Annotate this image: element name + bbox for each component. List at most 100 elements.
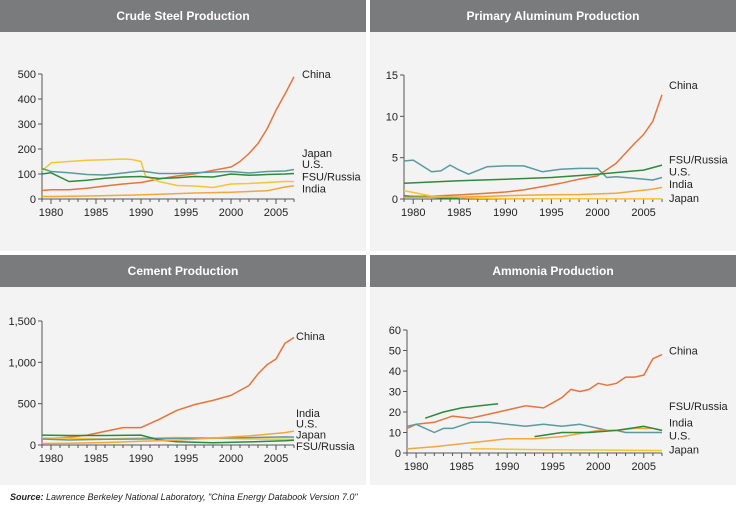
series-line-india	[406, 427, 663, 450]
chart-panel-cement: Cement Production 0 500 1,000 1,500 1980 1985…	[0, 255, 366, 485]
series-label-u-s: U.S.	[296, 419, 317, 431]
series-line-china	[406, 353, 663, 430]
y-tick-label: 0	[395, 448, 401, 460]
series-line-india	[41, 430, 295, 445]
series-line-fsu-russia	[424, 403, 499, 419]
y-tick-label: 20	[389, 407, 401, 419]
y-tick-label: 500	[18, 69, 36, 81]
x-tick-label: 2005	[632, 461, 656, 473]
series-label-india: India	[669, 179, 694, 191]
series-line-japan	[403, 189, 662, 200]
series-label-india: India	[302, 184, 327, 196]
x-tick-label: 1990	[493, 207, 517, 219]
y-tick-label: 10	[386, 111, 398, 123]
series-line-japan	[41, 436, 295, 441]
y-tick-label: 400	[18, 94, 36, 106]
x-tick-label: 2000	[219, 207, 243, 219]
series-label-fsu-russia: FSU/Russia	[302, 172, 362, 184]
y-tick-label: 5	[392, 153, 398, 165]
x-tick-label: 2000	[585, 207, 609, 219]
y-tick-label: 15	[386, 70, 398, 82]
y-tick-label: 0	[30, 440, 36, 452]
y-tick-label: 60	[389, 325, 401, 337]
series-line-fsu-russia	[41, 172, 295, 183]
series-line-india	[42, 185, 295, 198]
source-text: Lawrence Berkeley National Laboratory, "…	[46, 492, 358, 502]
series-label-japan: Japan	[669, 193, 699, 205]
series-label-china: China	[669, 346, 699, 358]
x-tick-label: 1990	[495, 461, 519, 473]
series-label-u-s: U.S.	[302, 159, 323, 171]
series-label-japan: Japan	[296, 430, 326, 442]
x-tick-label: 1995	[174, 207, 198, 219]
series-line-u-s	[406, 421, 662, 434]
x-tick-label: 2000	[219, 453, 243, 465]
y-tick-label: 30	[389, 387, 401, 399]
series-label-china: China	[669, 80, 699, 92]
series-line-u-s	[403, 159, 663, 181]
x-tick-label: 1985	[84, 207, 108, 219]
x-tick-label: 1985	[449, 461, 473, 473]
series-line-china	[41, 336, 295, 440]
chart-panel-steel: Crude Steel Production 0 100 200 300 400 500 1…	[0, 0, 366, 251]
chart-panel-ammonia: Ammonia Production 0 10 20 30 40 50 60 1980 1985…	[370, 255, 736, 485]
series-label-fsu-russia: FSU/Russia	[669, 401, 729, 413]
series-label-u-s: U.S.	[669, 431, 690, 443]
chart-panel-aluminum: Primary Aluminum Production 0 5 10 15 1980 19…	[370, 0, 736, 251]
x-tick-label: 1980	[401, 207, 425, 219]
y-tick-label: 1,000	[8, 357, 36, 369]
y-tick-label: 200	[18, 144, 36, 156]
series-label-china: China	[302, 69, 332, 81]
series-label-india: India	[669, 417, 694, 429]
x-tick-label: 2005	[264, 453, 288, 465]
series-label-japan: Japan	[302, 148, 332, 160]
series-label-india: India	[296, 408, 321, 420]
series-label-u-s: U.S.	[669, 167, 690, 179]
series-line-fsu-russia	[534, 425, 663, 438]
chart-title: Crude Steel Production	[0, 0, 366, 32]
y-tick-label: 0	[392, 194, 398, 206]
x-tick-label: 2000	[586, 461, 610, 473]
series-label-japan: Japan	[669, 445, 699, 457]
chart-canvas: 0 10 20 30 40 50 60 1980 1985 1990 1995 2000 2005 Chi…	[389, 325, 729, 473]
y-tick-label: 10	[389, 428, 401, 440]
x-tick-label: 1995	[540, 461, 564, 473]
series-line-u-s	[41, 436, 295, 441]
series-line-japan	[470, 448, 662, 452]
y-tick-label: 40	[389, 366, 401, 378]
series-line-china	[41, 76, 295, 192]
x-tick-label: 1980	[404, 461, 428, 473]
series-label-fsu-russia: FSU/Russia	[296, 441, 356, 453]
x-tick-label: 2005	[264, 207, 288, 219]
series-label-fsu-russia: FSU/Russia	[669, 154, 729, 166]
x-tick-label: 2005	[631, 207, 655, 219]
y-tick-label: 100	[18, 169, 36, 181]
series-line-japan	[41, 158, 294, 189]
series-line-u-s	[41, 167, 295, 176]
x-tick-label: 1995	[174, 453, 198, 465]
y-tick-label: 300	[18, 119, 36, 131]
series-label-china: China	[296, 331, 326, 343]
chart-title: Primary Aluminum Production	[370, 0, 736, 32]
source-note: Source: Lawrence Berkeley National Labor…	[10, 492, 358, 502]
source-label: Source:	[10, 492, 44, 502]
x-tick-label: 1995	[539, 207, 563, 219]
x-tick-label: 1985	[84, 453, 108, 465]
chart-canvas: 0 500 1,000 1,500 1980 1985 1990 1995 2000 2005 Ch…	[8, 316, 356, 465]
x-tick-label: 1985	[447, 207, 471, 219]
chart-title: Cement Production	[0, 255, 366, 287]
chart-canvas: 0 100 200 300 400 500 1980 1985 1990 1995 2000 2005…	[18, 69, 362, 219]
y-tick-label: 1,500	[8, 316, 36, 328]
series-line-india	[404, 186, 663, 199]
x-tick-label: 1980	[39, 453, 63, 465]
series-line-fsu-russia	[403, 164, 663, 185]
chart-canvas: 0 5 10 15 1980 1985 1990 1995 2000 2005 China FSU/R…	[386, 70, 729, 219]
chart-title: Ammonia Production	[370, 255, 736, 287]
x-tick-label: 1990	[129, 453, 153, 465]
y-tick-label: 500	[18, 399, 36, 411]
y-tick-label: 50	[389, 346, 401, 358]
series-line-china	[403, 94, 663, 198]
x-tick-label: 1980	[39, 207, 63, 219]
x-tick-label: 1990	[129, 207, 153, 219]
y-tick-label: 0	[30, 194, 36, 206]
